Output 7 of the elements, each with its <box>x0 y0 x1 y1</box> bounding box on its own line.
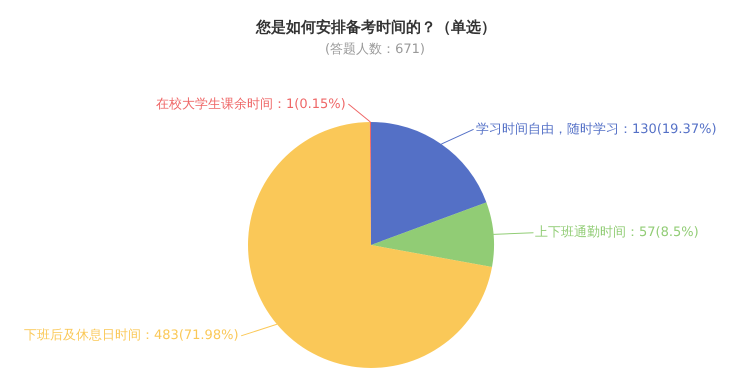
chart-subtitle: (答题人数：671) <box>325 42 425 57</box>
slice-label: 上下班通勤时间：57(8.5%) <box>535 225 699 240</box>
pie-slice <box>371 122 486 245</box>
slice-label: 下班后及休息日时间：483(71.98%) <box>24 328 239 343</box>
slice-label: 在校大学生课余时间：1(0.15%) <box>156 97 346 112</box>
chart-title: 您是如何安排备考时间的？（单选） <box>255 18 496 36</box>
slice-label: 学习时间自由，随时学习：130(19.37%) <box>476 122 717 137</box>
